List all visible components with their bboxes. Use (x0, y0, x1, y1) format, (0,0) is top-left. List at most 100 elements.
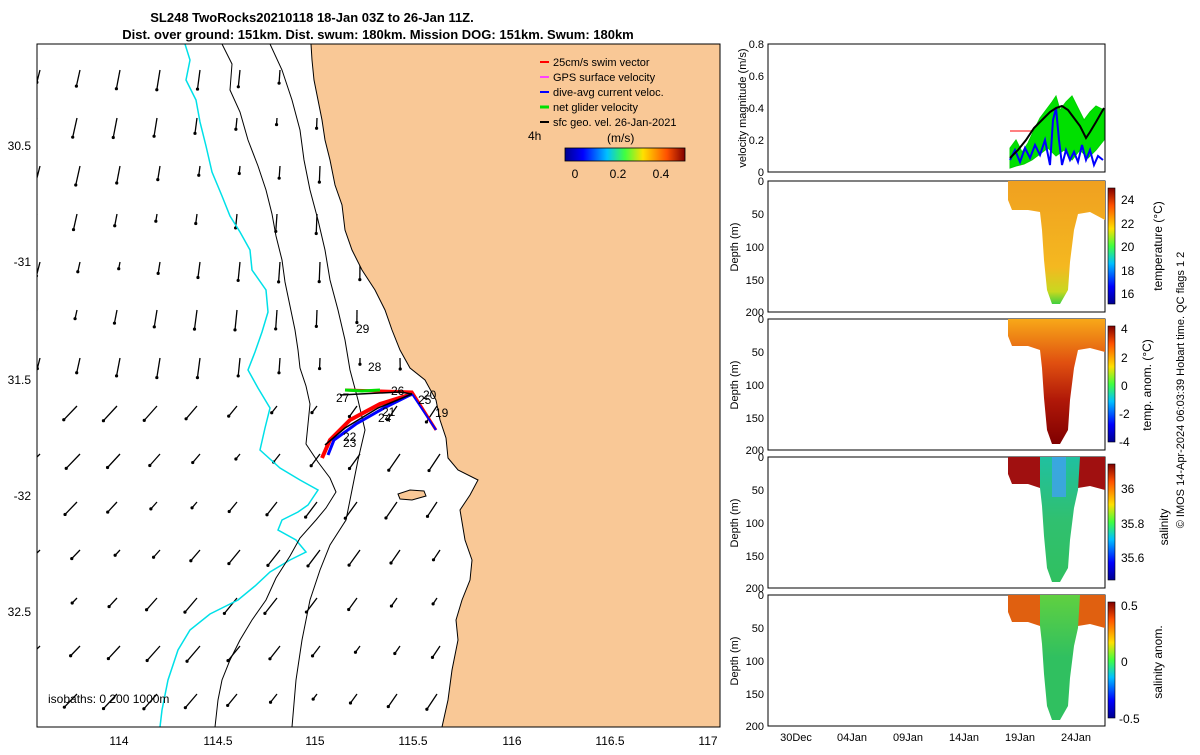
current-arrow-head (193, 328, 196, 331)
x-tick: 14Jan (949, 732, 979, 744)
y-tick: 100 (746, 380, 764, 392)
legend-label: sfc geo. vel. 26-Jan-2021 (553, 117, 677, 129)
current-arrow-head (33, 184, 36, 187)
current-arrow-head (191, 461, 194, 464)
day-label: 27 (336, 391, 350, 405)
current-arrow (279, 166, 280, 178)
current-arrow-head (146, 659, 149, 662)
current-arrow-head (157, 272, 160, 275)
current-arrow-head (106, 466, 109, 469)
current-arrow-head (184, 706, 187, 709)
current-arrow-head (197, 174, 200, 177)
current-arrow-head (73, 317, 76, 320)
y-tick: 50 (752, 623, 764, 635)
legend-label: net glider velocity (553, 102, 638, 114)
x-tick: 116 (502, 734, 521, 748)
y-tick: 0 (758, 314, 764, 326)
colorbar-tick: 0.5 (1121, 599, 1138, 613)
current-arrow-head (318, 181, 321, 184)
map-title-line1: SL248 TwoRocks20210118 18-Jan 03Z to 26-… (150, 10, 474, 25)
current-arrow (319, 166, 320, 182)
current-arrow-head (115, 87, 118, 90)
colorbar-tick: 36 (1121, 482, 1135, 496)
current-arrow-head (227, 415, 230, 418)
current-arrow-head (237, 279, 240, 282)
current-arrow-head (25, 703, 28, 706)
current-arrow (33, 118, 37, 135)
current-arrow (279, 70, 280, 83)
current-arrow-head (277, 371, 280, 374)
current-arrow-head (27, 560, 30, 563)
current-arrow-head (145, 608, 148, 611)
colorbar-tick: 18 (1121, 264, 1135, 278)
y-tick: 0.6 (749, 71, 764, 83)
current-arrow-head (196, 87, 199, 90)
colorbar-tick: -4 (1119, 435, 1130, 449)
y-tick: 50 (752, 209, 764, 221)
current-arrow-head (194, 222, 197, 225)
current-arrow-head (347, 608, 350, 611)
colorbar-tick: 0.4 (653, 167, 670, 181)
colorbar-tick: 0 (1121, 655, 1128, 669)
current-arrow-head (390, 604, 393, 607)
current-arrow-head (277, 280, 280, 283)
current-arrow-head (277, 82, 280, 85)
current-arrow-head (63, 706, 66, 709)
current-arrow-head (431, 656, 434, 659)
current-arrow-head (185, 660, 188, 663)
current-arrow-head (310, 464, 313, 467)
temp-anomaly-colorbar (1108, 326, 1115, 442)
current-arrow-head (318, 367, 321, 370)
current-arrow-head (193, 132, 196, 135)
current-arrow-head (432, 558, 435, 561)
velocity-panel: velocity magnitude (m/s) 0.8 0.6 0.4 0.2… (737, 39, 1105, 179)
current-arrow-head (234, 457, 237, 460)
current-arrow-head (107, 657, 110, 660)
current-arrow-head (304, 515, 307, 518)
current-arrow-head (22, 514, 25, 517)
current-arrow-head (310, 411, 313, 414)
current-arrow (319, 262, 320, 282)
copyright-note: © IMOS 14-Apr-2024 06:03:39 Hobart time.… (1175, 252, 1187, 529)
current-arrow-head (24, 416, 27, 419)
current-arrow-head (189, 559, 192, 562)
y-tick: 100 (746, 518, 764, 530)
current-arrow-head (238, 172, 241, 175)
current-arrow-head (155, 88, 158, 91)
x-tick: 114.5 (203, 734, 232, 748)
current-arrow-head (354, 651, 357, 654)
colorbar-tick: 2 (1121, 351, 1128, 365)
current-arrow-head (152, 135, 155, 138)
current-arrow-head (233, 328, 236, 331)
current-arrow-head (425, 420, 428, 423)
legend-label: GPS surface velocity (553, 72, 656, 84)
current-arrow (316, 310, 317, 326)
y-tick: 0 (758, 176, 764, 188)
y-tick: 0.4 (749, 103, 764, 115)
speed-colorbar (565, 148, 685, 161)
current-arrow-head (75, 371, 78, 374)
y-tick: 150 (746, 689, 764, 701)
current-arrow-head (269, 701, 272, 704)
temp-anomaly-panel: Depth (m) 0 50 100 150 200 4 2 0 -2 -4 t… (729, 314, 1154, 457)
depth-label: Depth (m) (729, 361, 741, 410)
current-arrow-head (228, 510, 231, 513)
current-arrow (30, 598, 37, 605)
x-tick: 09Jan (893, 732, 923, 744)
depth-label: Depth (m) (729, 499, 741, 548)
colorbar-tick: 4 (1121, 322, 1128, 336)
current-arrow-head (32, 651, 35, 654)
current-arrow-head (389, 561, 392, 564)
legend-label: dive-avg current veloc. (553, 87, 664, 99)
current-arrow-head (387, 705, 390, 708)
current-arrow-head (74, 183, 77, 186)
current-arrow-head (113, 224, 116, 227)
current-arrow-head (196, 376, 199, 379)
colorbar-label: salinity anom. (1151, 625, 1165, 698)
x-tick: 116.5 (595, 734, 624, 748)
x-tick: 115.5 (398, 734, 427, 748)
y-tick: 50 (752, 347, 764, 359)
current-arrow-head (237, 374, 240, 377)
day-label: 26 (391, 384, 405, 398)
current-arrow-head (115, 181, 118, 184)
